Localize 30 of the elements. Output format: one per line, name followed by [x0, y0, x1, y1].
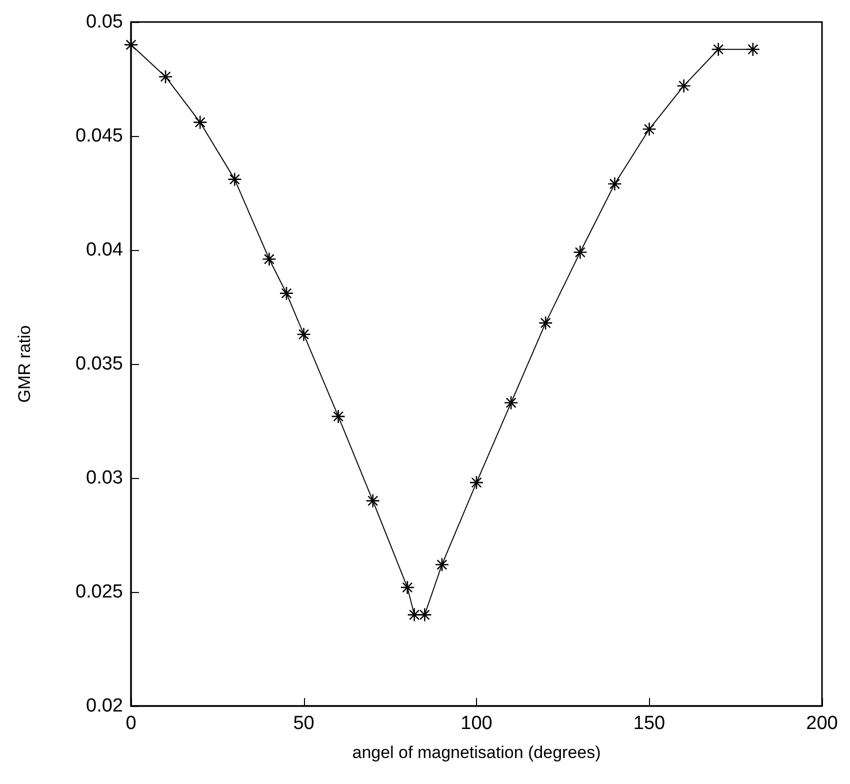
point [418, 608, 432, 622]
y-tick-label: 0.05 [86, 12, 123, 32]
point [297, 328, 310, 341]
y-tick-label: 0.025 [75, 582, 123, 602]
x-axis-title: angel of magnetisation (degrees) [352, 743, 601, 762]
x-tick-label: 0 [126, 713, 136, 734]
y-axis-title: GMR ratio [15, 325, 34, 403]
point [712, 42, 725, 56]
point [159, 70, 172, 84]
point [608, 177, 622, 190]
y-tick-label: 0.035 [75, 354, 123, 374]
x-tick-label: 100 [460, 713, 492, 734]
point [194, 116, 207, 129]
x-tick-label: 150 [633, 713, 666, 734]
x-tick-label: 50 [293, 713, 314, 734]
point [677, 79, 690, 92]
point [124, 38, 138, 52]
point [642, 122, 656, 136]
point [332, 410, 345, 423]
x-tick-label: 200 [806, 713, 838, 734]
point [262, 252, 276, 266]
point [504, 396, 518, 410]
y-tick-label: 0.03 [86, 468, 123, 488]
point [366, 494, 380, 508]
point [280, 286, 293, 300]
y-tick-label: 0.045 [75, 126, 123, 146]
point [228, 172, 242, 186]
y-tick-label: 0.02 [86, 696, 123, 716]
y-tick-label: 0.04 [86, 240, 124, 260]
point [574, 246, 587, 259]
